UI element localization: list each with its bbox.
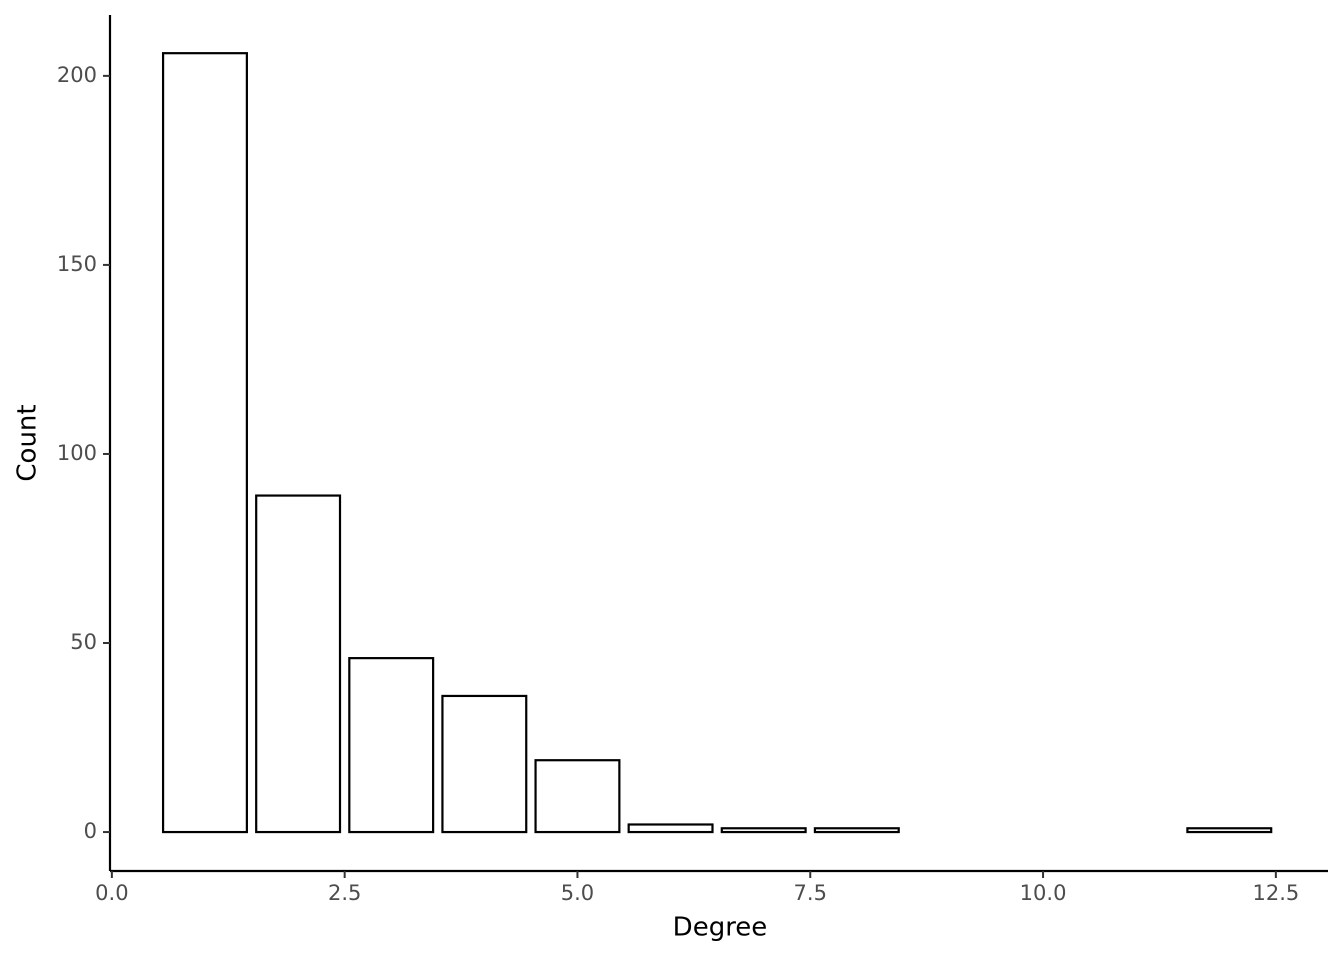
bar: [534, 759, 621, 834]
bar: [255, 494, 342, 834]
y-tick-label: 0: [84, 819, 97, 843]
y-tick-label: 50: [70, 630, 97, 654]
bar: [348, 657, 435, 834]
y-tick-label: 150: [57, 252, 97, 276]
bar: [813, 827, 900, 834]
x-tick-label: 5.0: [561, 881, 594, 905]
bar: [441, 694, 528, 834]
x-tick-label: 10.0: [1020, 881, 1067, 905]
x-tick-label: 2.5: [328, 881, 361, 905]
x-tick-label: 0.0: [95, 881, 128, 905]
bar: [161, 52, 248, 834]
y-tick-label: 100: [57, 441, 97, 465]
bar: [1186, 827, 1273, 834]
x-tick-label: 12.5: [1252, 881, 1299, 905]
bar: [720, 827, 807, 834]
y-axis-title: Count: [13, 404, 43, 481]
y-tick-label: 200: [57, 63, 97, 87]
x-axis-title: Degree: [673, 913, 768, 943]
bar: [627, 823, 714, 834]
x-tick-label: 7.5: [794, 881, 827, 905]
